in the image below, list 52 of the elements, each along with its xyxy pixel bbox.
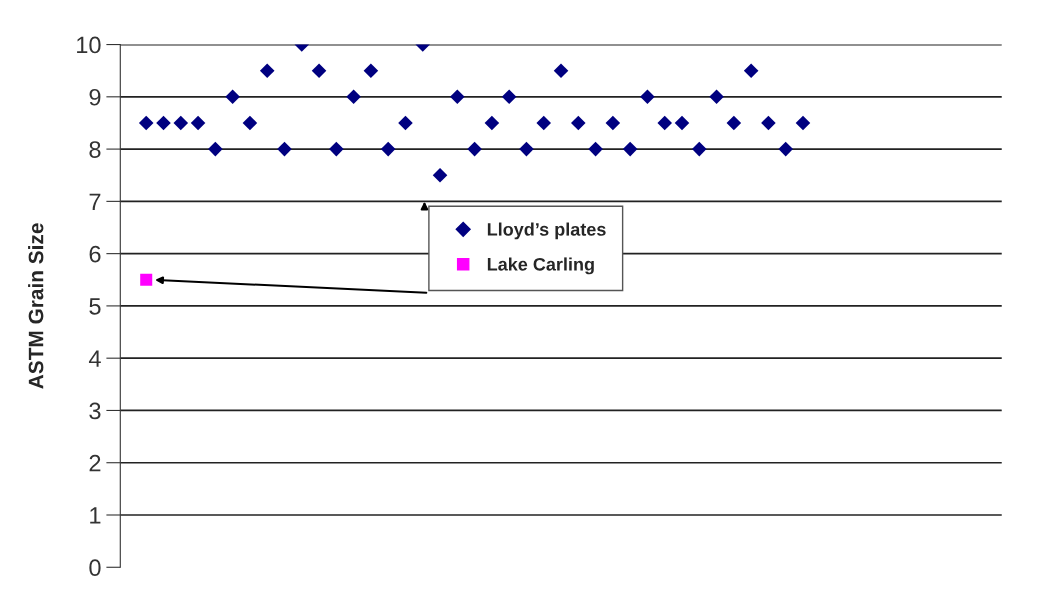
point [467, 141, 482, 157]
point [208, 141, 223, 157]
point [709, 89, 724, 105]
point [726, 115, 742, 131]
point [190, 115, 206, 131]
y-tick-label: 5 [89, 298, 101, 315]
point [311, 63, 327, 78]
point [692, 141, 707, 157]
y-tick-label: 1 [90, 507, 101, 524]
point [622, 141, 638, 157]
point [329, 141, 344, 157]
legend-label: Lake Carling [487, 257, 594, 275]
point [795, 115, 811, 131]
y-tick-label: 3 [89, 402, 101, 420]
point [242, 115, 258, 131]
point [536, 115, 552, 131]
point [432, 167, 448, 183]
point [674, 115, 690, 131]
point [173, 115, 189, 131]
y-tick-label: 2 [89, 454, 101, 472]
point [743, 63, 759, 78]
point [450, 89, 465, 105]
point [484, 115, 500, 131]
point [553, 63, 569, 78]
y-tick-label: 9 [89, 88, 101, 106]
point [501, 89, 517, 105]
point [277, 141, 292, 157]
point [225, 89, 240, 105]
point [140, 273, 153, 286]
point [398, 115, 413, 131]
point [605, 115, 621, 131]
point [380, 141, 396, 157]
legend-label: Lloyd’s plates [487, 222, 606, 240]
y-tick-label: 4 [88, 350, 101, 367]
y-tick-label: 7 [89, 193, 101, 210]
point [588, 141, 603, 157]
y-tick-label: 6 [89, 245, 101, 263]
point [259, 63, 275, 78]
point [363, 63, 379, 78]
point [657, 115, 672, 131]
point [778, 141, 793, 157]
point [519, 141, 534, 157]
point [156, 115, 171, 131]
y-axis-title: ASTM Grain Size [28, 223, 44, 389]
point [571, 115, 586, 131]
point [346, 89, 361, 105]
point [640, 89, 655, 105]
point [138, 115, 154, 131]
point [761, 115, 776, 131]
y-tick-label: 10 [77, 36, 101, 54]
y-tick-label: 0 [89, 559, 101, 577]
y-tick-label: 8 [89, 141, 101, 158]
